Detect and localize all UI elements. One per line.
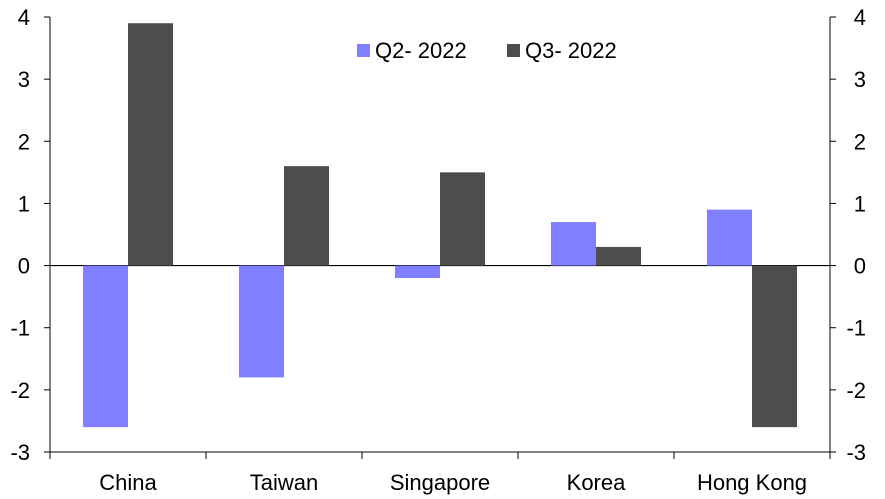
right-y-tick-label: 2 [854,129,866,154]
right-y-tick-label: -1 [846,316,866,341]
legend-swatch-series-2 [507,44,520,57]
legend-label-series-2: Q3- 2022 [525,38,617,63]
left-y-tick-label: -2 [10,378,30,403]
legend: Q2- 2022 Q3- 2022 [357,38,617,63]
right-y-tick-label: -3 [846,440,866,465]
left-y-tick-label: -1 [10,316,30,341]
left-y-tick-label: -3 [10,440,30,465]
x-category-label: Taiwan [250,470,318,495]
bar-korea-series-2 [596,246,641,266]
bar-hong-kong-series-1 [707,209,752,266]
x-category-label: Korea [567,470,626,495]
right-y-tick-label: 4 [854,5,866,30]
bar-korea-series-1 [551,222,596,266]
x-category-label: Hong Kong [697,470,807,495]
bar-singapore-series-1 [395,265,440,278]
bar-singapore-series-2 [440,172,485,266]
right-y-tick-label: 0 [854,254,866,279]
bar-hong-kong-series-2 [752,265,797,428]
bars [83,23,797,428]
left-y-tick-label: 0 [18,254,30,279]
bar-taiwan-series-1 [239,265,284,378]
x-category-label: Singapore [390,470,490,495]
left-y-tick-label: 2 [18,129,30,154]
labels: 4 4 3 3 2 2 1 1 0 0 -1 -1 -2 -2 -3 -3 China Taiwan Singapo… [10,5,866,495]
bar-china-series-2 [128,23,173,266]
left-y-tick-label: 4 [18,5,30,30]
x-category-label: China [99,470,157,495]
right-y-tick-label: 1 [854,191,866,216]
legend-label-series-1: Q2- 2022 [375,38,467,63]
bar-taiwan-series-2 [284,166,329,266]
right-y-tick-label: 3 [854,67,866,92]
left-y-tick-label: 3 [18,67,30,92]
left-y-tick-label: 1 [18,191,30,216]
bar-china-series-1 [83,265,128,428]
legend-swatch-series-1 [357,44,370,57]
right-y-tick-label: -2 [846,378,866,403]
